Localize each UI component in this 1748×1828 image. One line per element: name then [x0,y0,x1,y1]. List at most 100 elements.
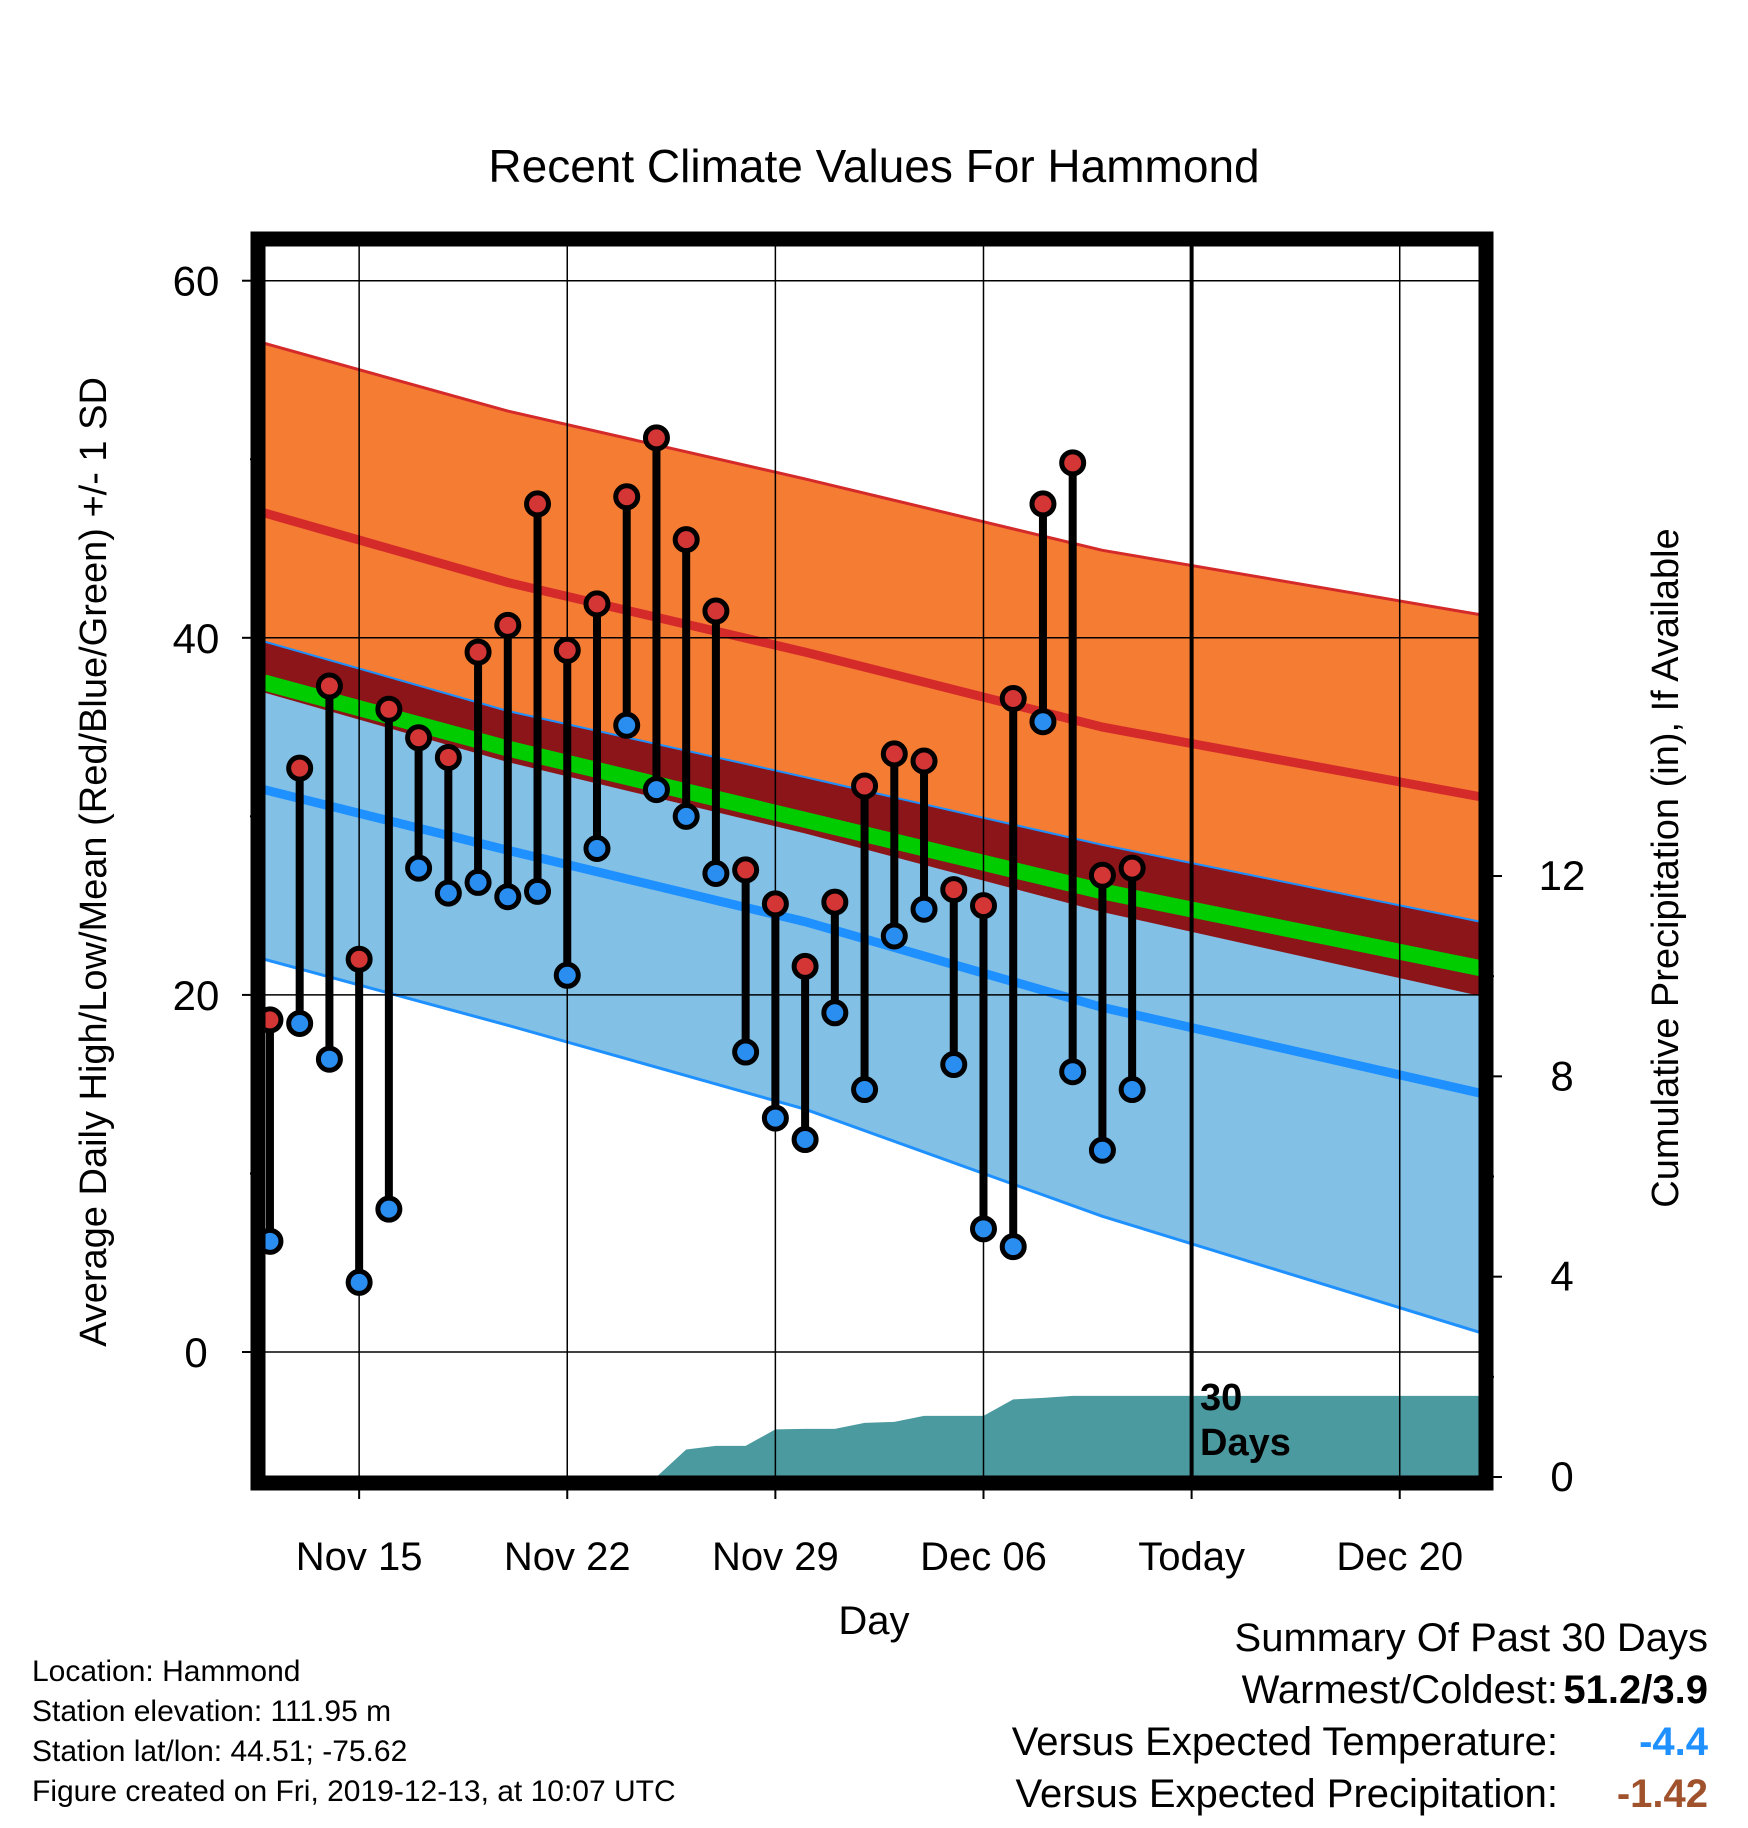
y-tick-label: 60 [173,258,220,305]
observed-temperatures [264,424,1146,1296]
temp-value: -4.4 [1639,1720,1708,1764]
observed-low-point [851,1076,879,1104]
frame-border [250,231,1494,1491]
observed-high-point [702,597,730,625]
elevation-text: Station elevation: 111.95 m [32,1695,392,1728]
x-tick-label: Today [1138,1535,1245,1579]
observed-high-point [999,685,1027,713]
observed-high-point [613,483,641,511]
y-tick-label: 20 [173,972,220,1019]
observed-low-point [642,776,670,804]
observed-high-point [286,754,314,782]
observed-low-point [940,1051,968,1079]
today-label-line2: Days [1200,1422,1291,1464]
observed-low-point [969,1215,997,1243]
warmest-value: 51.2/3.9 [1563,1668,1708,1712]
y2-tick-label: 12 [1539,852,1586,899]
observed-high-point [405,724,433,752]
x-tick-label: Nov 22 [504,1535,631,1579]
observed-low-point [1088,1136,1116,1164]
station-info: Location: Hammond Station elevation: 111… [32,1652,676,1812]
precip-value: -1.42 [1616,1772,1708,1816]
observed-low-point [434,879,462,907]
precip-fill [656,1395,1480,1477]
observed-low-point [375,1195,403,1223]
observed-high-point [1118,854,1146,882]
x-tick-label: Dec 06 [920,1535,1047,1579]
observed-low-point [672,802,700,830]
observed-high-point [851,772,879,800]
observed-high-point [940,876,968,904]
y2-axis-label: Cumulative Precipitation (in), If Availa… [1645,528,1687,1207]
observed-low-point [494,883,522,911]
observed-low-point [524,877,552,905]
summary-row-precip: Versus Expected Precipitation: -1.42 [1012,1768,1708,1820]
summary-row-temp: Versus Expected Temperature: -4.4 [1012,1716,1708,1768]
observed-low-point [345,1268,373,1296]
observed-low-point [999,1233,1027,1261]
location-text: Location: Hammond [32,1655,301,1688]
observed-low-point [732,1038,760,1066]
observed-high-point [672,526,700,554]
y2-tick-label: 4 [1550,1253,1573,1300]
y-tick-label: 40 [173,615,220,662]
observed-high-point [791,952,819,980]
observed-high-point [583,590,611,618]
y-tick-label: 0 [184,1329,207,1376]
x-tick-label: Nov 15 [296,1535,423,1579]
observed-low-point [264,1227,284,1255]
observed-high-point [732,856,760,884]
observed-low-point [286,1009,314,1037]
observed-low-point [1029,708,1057,736]
created-text: Figure created on Fri, 2019-12-13, at 10… [32,1775,676,1808]
observed-high-point [969,892,997,920]
observed-low-point [1059,1058,1087,1086]
observed-high-point [315,672,343,700]
y2-tick-label: 8 [1550,1052,1573,1099]
high-upper-line [264,341,1480,617]
grid-lines [264,245,1480,1477]
observed-high-point [345,945,373,973]
observed-high-point [821,888,849,916]
warmest-label: Warmest/Coldest: [1241,1668,1558,1712]
latlon-text: Station lat/lon: 44.51; -75.62 [32,1735,408,1768]
today-label-line1: 30 [1200,1377,1242,1419]
x-tick-label: Nov 29 [712,1535,839,1579]
observed-high-point [642,424,670,452]
observed-high-point [264,1006,284,1034]
observed-low-point [880,922,908,950]
y-axis-label: Average Daily High/Low/Mean (Red/Blue/Gr… [73,377,115,1347]
observed-low-point [583,835,611,863]
observed-high-point [910,747,938,775]
observed-low-point [1118,1076,1146,1104]
observed-high-point [761,890,789,918]
plot-area [264,245,1480,1477]
observed-low-point [761,1104,789,1132]
summary-panel: Summary Of Past 30 Days Warmest/Coldest:… [1012,1612,1708,1820]
observed-low-point [613,711,641,739]
observed-high-point [1088,861,1116,889]
temp-label: Versus Expected Temperature: [1011,1720,1558,1764]
observed-low-point [464,868,492,896]
observed-low-point [702,859,730,887]
high-lower-line [264,640,1480,923]
x-tick-label: Dec 20 [1336,1535,1463,1579]
summary-row-warmest: Warmest/Coldest: 51.2/3.9 [1012,1664,1708,1716]
x-axis-label: Day [838,1599,909,1643]
observed-high-point [553,636,581,664]
observed-low-point [821,999,849,1027]
observed-low-point [315,1045,343,1073]
observed-high-point [464,638,492,666]
y2-tick-label: 0 [1550,1453,1573,1500]
normal-mean-line [264,674,1480,976]
observed-high-point [880,740,908,768]
observed-low-point [910,895,938,923]
observed-high-point [434,743,462,771]
observed-high-point [1029,490,1057,518]
observed-high-point [524,490,552,518]
observed-low-point [553,961,581,989]
observed-low-point [791,1126,819,1154]
chart-title: Recent Climate Values For Hammond [488,140,1259,192]
